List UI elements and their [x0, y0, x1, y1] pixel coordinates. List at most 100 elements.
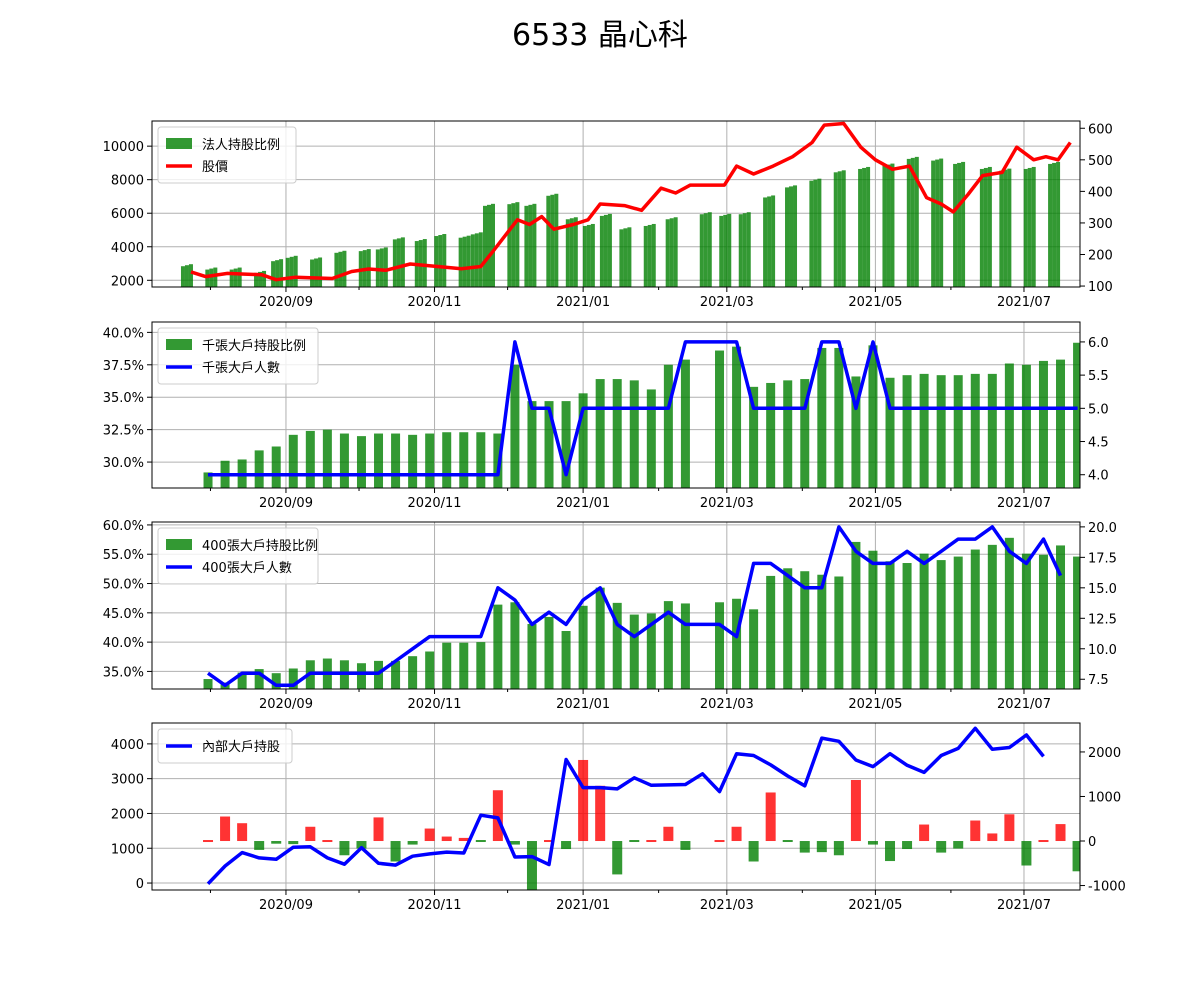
- bar: [936, 841, 947, 853]
- x-tick-label: 2021/03: [700, 295, 754, 310]
- bar: [356, 436, 366, 488]
- bar: [1027, 167, 1032, 287]
- bar: [603, 214, 608, 287]
- bar: [271, 673, 281, 689]
- bar: [396, 238, 401, 287]
- bar: [374, 433, 384, 488]
- y-left-tick-label: 1000: [111, 842, 144, 857]
- y-right-tick-label: 20.0: [1088, 521, 1117, 536]
- bar: [1056, 161, 1061, 287]
- bar: [511, 203, 516, 287]
- bar: [586, 224, 591, 287]
- bar: [646, 840, 657, 843]
- x-tick-label: 2021/01: [556, 898, 610, 913]
- bar: [258, 271, 263, 287]
- bar: [902, 563, 912, 689]
- bar: [800, 571, 810, 689]
- bar: [1021, 364, 1031, 488]
- bar: [515, 202, 520, 287]
- bar: [766, 382, 776, 488]
- bar: [285, 257, 290, 287]
- bar: [425, 651, 435, 689]
- bar: [288, 668, 298, 689]
- bar: [510, 364, 520, 488]
- y-left-tick-label: 37.5%: [103, 359, 144, 374]
- x-tick-label: 2020/09: [259, 295, 313, 310]
- x-tick-label: 2021/05: [848, 898, 902, 913]
- y-left-tick-label: 55.0%: [103, 548, 144, 563]
- y-right-tick-label: 0: [1088, 835, 1096, 850]
- bar: [407, 841, 418, 845]
- bar: [663, 601, 673, 689]
- x-tick-label: 2021/03: [700, 898, 754, 913]
- bar: [953, 556, 963, 689]
- bar: [935, 159, 940, 287]
- bar: [850, 780, 861, 842]
- x-tick-label: 2021/07: [997, 898, 1051, 913]
- bar: [785, 187, 790, 287]
- bar: [561, 630, 571, 689]
- x-tick-label: 2020/11: [408, 697, 462, 712]
- bar: [987, 833, 998, 842]
- bar: [793, 185, 798, 287]
- bar: [509, 841, 520, 845]
- bar: [763, 197, 768, 287]
- y-left-tick-label: 6000: [111, 207, 144, 222]
- bar: [1048, 163, 1053, 287]
- bar: [885, 561, 895, 689]
- bar: [957, 162, 962, 287]
- legend: [157, 728, 293, 764]
- x-tick-label: 2020/09: [259, 496, 313, 511]
- bar: [612, 841, 623, 875]
- bar: [391, 433, 401, 488]
- bar: [229, 269, 234, 287]
- bar: [936, 560, 946, 689]
- bar: [203, 840, 214, 843]
- bar: [727, 213, 732, 287]
- bar: [629, 614, 639, 689]
- bar: [910, 157, 915, 287]
- bar: [987, 373, 997, 488]
- bar: [493, 604, 503, 689]
- bar: [507, 204, 512, 287]
- bar: [595, 587, 605, 689]
- bar: [392, 239, 397, 287]
- x-tick-label: 2021/03: [700, 697, 754, 712]
- bar: [816, 841, 827, 853]
- bar: [731, 826, 742, 842]
- y-left-tick-label: 2000: [111, 274, 144, 289]
- y-left-tick-label: 3000: [111, 773, 144, 788]
- x-tick-label: 2020/11: [408, 898, 462, 913]
- bar: [663, 364, 673, 488]
- legend-label: 千張大戶持股比例: [202, 339, 306, 354]
- bar: [1007, 168, 1012, 287]
- legend-label: 千張大戶人數: [202, 361, 280, 376]
- bar: [356, 663, 366, 689]
- plot-area: [180, 121, 1072, 287]
- bar: [478, 232, 483, 287]
- y-right-tick-label: 600: [1088, 122, 1113, 137]
- y-right-tick-label: 5.0: [1088, 402, 1109, 417]
- bar: [1073, 342, 1080, 488]
- bar: [595, 785, 606, 842]
- bar: [288, 841, 299, 845]
- bar: [237, 823, 248, 842]
- bar: [868, 550, 878, 689]
- y-left-tick-label: 4000: [111, 241, 144, 256]
- bar: [466, 235, 471, 287]
- bar: [715, 350, 725, 488]
- x-tick-label: 2021/03: [700, 496, 754, 511]
- bar: [851, 541, 861, 689]
- y-left-tick-label: 40.0%: [103, 326, 144, 341]
- bar: [1073, 556, 1080, 689]
- bar: [271, 841, 282, 844]
- bar: [288, 434, 298, 488]
- bar: [408, 656, 418, 689]
- bar: [544, 616, 554, 689]
- series-line: [190, 121, 1072, 282]
- bar: [627, 227, 632, 287]
- y-left-tick-label: 8000: [111, 174, 144, 189]
- bar: [987, 544, 997, 689]
- bar: [400, 237, 405, 287]
